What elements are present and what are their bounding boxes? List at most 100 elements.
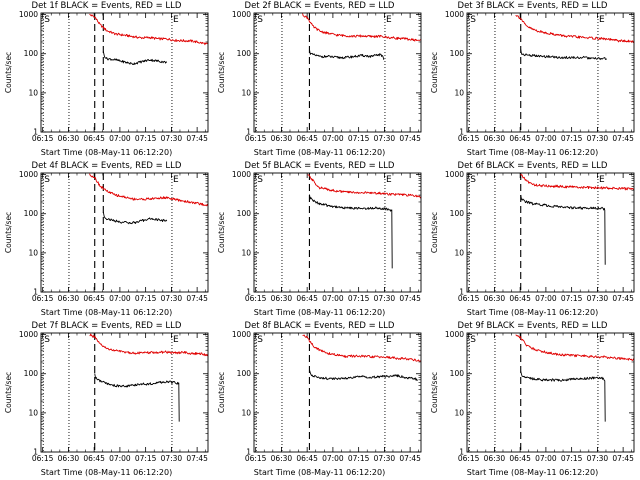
start-marker-label: S — [44, 335, 50, 345]
y-axis-label: Counts/sec — [430, 212, 439, 253]
chart-svg: Counts/sec 1 10 100 1000 06:15 06:30 06:45 07:00… — [4, 330, 209, 463]
y-tick-label: 1000 — [232, 170, 251, 179]
x-axis-label: Start Time (08-May-11 06:12:20) — [466, 148, 599, 157]
y-tick-label: 100 — [450, 49, 465, 58]
x-tick-label: 06:45 — [83, 294, 105, 303]
chart-title: Det 1f BLACK = Events, RED = LLD — [31, 1, 182, 11]
x-axis-label: Start Time (08-May-11 06:12:20) — [40, 468, 173, 477]
y-tick-label: 10 — [28, 88, 38, 97]
y-tick-label: 1000 — [19, 10, 38, 19]
x-tick-label: 07:00 — [109, 454, 131, 463]
x-tick-label: 06:15 — [32, 294, 54, 303]
chart-panel: Det 1f BLACK = Events, RED = LLD Start Ti… — [0, 0, 213, 160]
x-tick-label: 07:45 — [399, 454, 421, 463]
x-tick-label: 06:30 — [58, 454, 80, 463]
chart-title: Det 9f BLACK = Events, RED = LLD — [457, 321, 608, 331]
y-tick-label: 100 — [450, 209, 465, 218]
events-series-line — [102, 51, 168, 65]
x-tick-label: 07:15 — [561, 294, 583, 303]
x-tick-label: 07:15 — [348, 294, 370, 303]
plot-frame — [253, 12, 422, 133]
x-tick-label: 06:30 — [484, 294, 506, 303]
plot-frame — [40, 172, 209, 293]
y-tick-label: 1000 — [445, 330, 464, 339]
x-tick-label: 07:30 — [161, 294, 183, 303]
chart-panel: Det 5f BLACK = Events, RED = LLD Start Ti… — [213, 160, 426, 320]
lld-series-line — [302, 334, 421, 362]
lld-series-line — [515, 15, 634, 43]
y-tick-label: 10 — [28, 408, 38, 417]
plot-frame — [40, 12, 209, 133]
events-series-line — [308, 194, 393, 269]
y-axis-label: Counts/sec — [4, 52, 13, 93]
x-tick-label: 07:00 — [322, 454, 344, 463]
x-tick-label: 07:30 — [374, 294, 396, 303]
y-tick-label: 10 — [241, 248, 251, 257]
x-tick-label: 07:30 — [587, 134, 609, 143]
end-marker-label: E — [386, 15, 392, 25]
chart-title: Det 8f BLACK = Events, RED = LLD — [244, 321, 395, 331]
y-tick-label: 1 — [33, 288, 38, 297]
lld-series-line — [520, 173, 634, 191]
x-tick-label: 07:30 — [374, 134, 396, 143]
y-tick-label: 1 — [459, 288, 464, 297]
x-tick-label: 07:15 — [135, 294, 157, 303]
lld-series-line — [89, 13, 208, 46]
events-series-line — [94, 373, 180, 422]
y-tick-label: 1000 — [19, 170, 38, 179]
x-axis-label: Start Time (08-May-11 06:12:20) — [253, 148, 386, 157]
chart-panel: Det 7f BLACK = Events, RED = LLD Start Ti… — [0, 320, 213, 480]
x-tick-label: 07:45 — [186, 454, 208, 463]
y-tick-label: 100 — [237, 49, 252, 58]
x-tick-label: 06:15 — [245, 454, 267, 463]
x-tick-label: 06:30 — [58, 294, 80, 303]
plot-frame — [466, 12, 635, 133]
x-tick-label: 07:30 — [161, 134, 183, 143]
x-tick-label: 07:00 — [322, 294, 344, 303]
x-tick-label: 07:00 — [322, 134, 344, 143]
end-marker-label: E — [173, 175, 179, 185]
plot-frame — [253, 332, 422, 453]
x-axis-label: Start Time (08-May-11 06:12:20) — [466, 308, 599, 317]
y-tick-label: 10 — [454, 408, 464, 417]
x-tick-label: 06:30 — [58, 134, 80, 143]
chart-title: Det 5f BLACK = Events, RED = LLD — [244, 161, 395, 171]
y-tick-label: 100 — [450, 369, 465, 378]
x-tick-label: 06:45 — [509, 454, 531, 463]
x-axis-label: Start Time (08-May-11 06:12:20) — [40, 148, 173, 157]
end-marker-label: E — [386, 335, 392, 345]
x-tick-label: 06:15 — [32, 134, 54, 143]
x-tick-label: 07:45 — [612, 294, 634, 303]
end-marker-label: E — [599, 335, 605, 345]
x-tick-label: 07:45 — [186, 294, 208, 303]
x-tick-label: 07:30 — [374, 454, 396, 463]
chart-svg: Counts/sec 1 10 100 1000 06:15 06:30 06:45 07:00… — [217, 170, 422, 303]
start-marker-label: S — [470, 175, 476, 185]
x-tick-label: 07:00 — [535, 454, 557, 463]
x-axis-label: Start Time (08-May-11 06:12:20) — [466, 468, 599, 477]
x-tick-label: 07:15 — [561, 134, 583, 143]
y-tick-label: 1 — [459, 128, 464, 137]
end-marker-label: E — [173, 15, 179, 25]
y-tick-label: 1000 — [232, 10, 251, 19]
end-marker-label: E — [599, 15, 605, 25]
chart-svg: Counts/sec 1 10 100 1000 06:15 06:30 06:45 07:00… — [217, 10, 422, 143]
x-tick-label: 07:15 — [561, 454, 583, 463]
events-series-line — [520, 371, 606, 422]
start-marker-label: S — [257, 175, 263, 185]
events-series-line — [520, 194, 606, 265]
x-tick-label: 07:00 — [535, 134, 557, 143]
y-axis-label: Counts/sec — [4, 372, 13, 413]
lld-series-line — [89, 333, 208, 357]
chart-svg: Counts/sec 1 10 100 1000 06:15 06:30 06:45 07:00… — [4, 170, 209, 303]
y-axis-label: Counts/sec — [430, 372, 439, 413]
x-axis-label: Start Time (08-May-11 06:12:20) — [253, 468, 386, 477]
y-tick-label: 100 — [237, 369, 252, 378]
x-tick-label: 07:30 — [587, 454, 609, 463]
chart-panel: Det 2f BLACK = Events, RED = LLD Start Ti… — [213, 0, 426, 160]
x-tick-label: 07:45 — [186, 134, 208, 143]
y-tick-label: 1000 — [19, 330, 38, 339]
y-tick-label: 10 — [241, 408, 251, 417]
x-tick-label: 07:45 — [612, 134, 634, 143]
y-tick-label: 100 — [237, 209, 252, 218]
